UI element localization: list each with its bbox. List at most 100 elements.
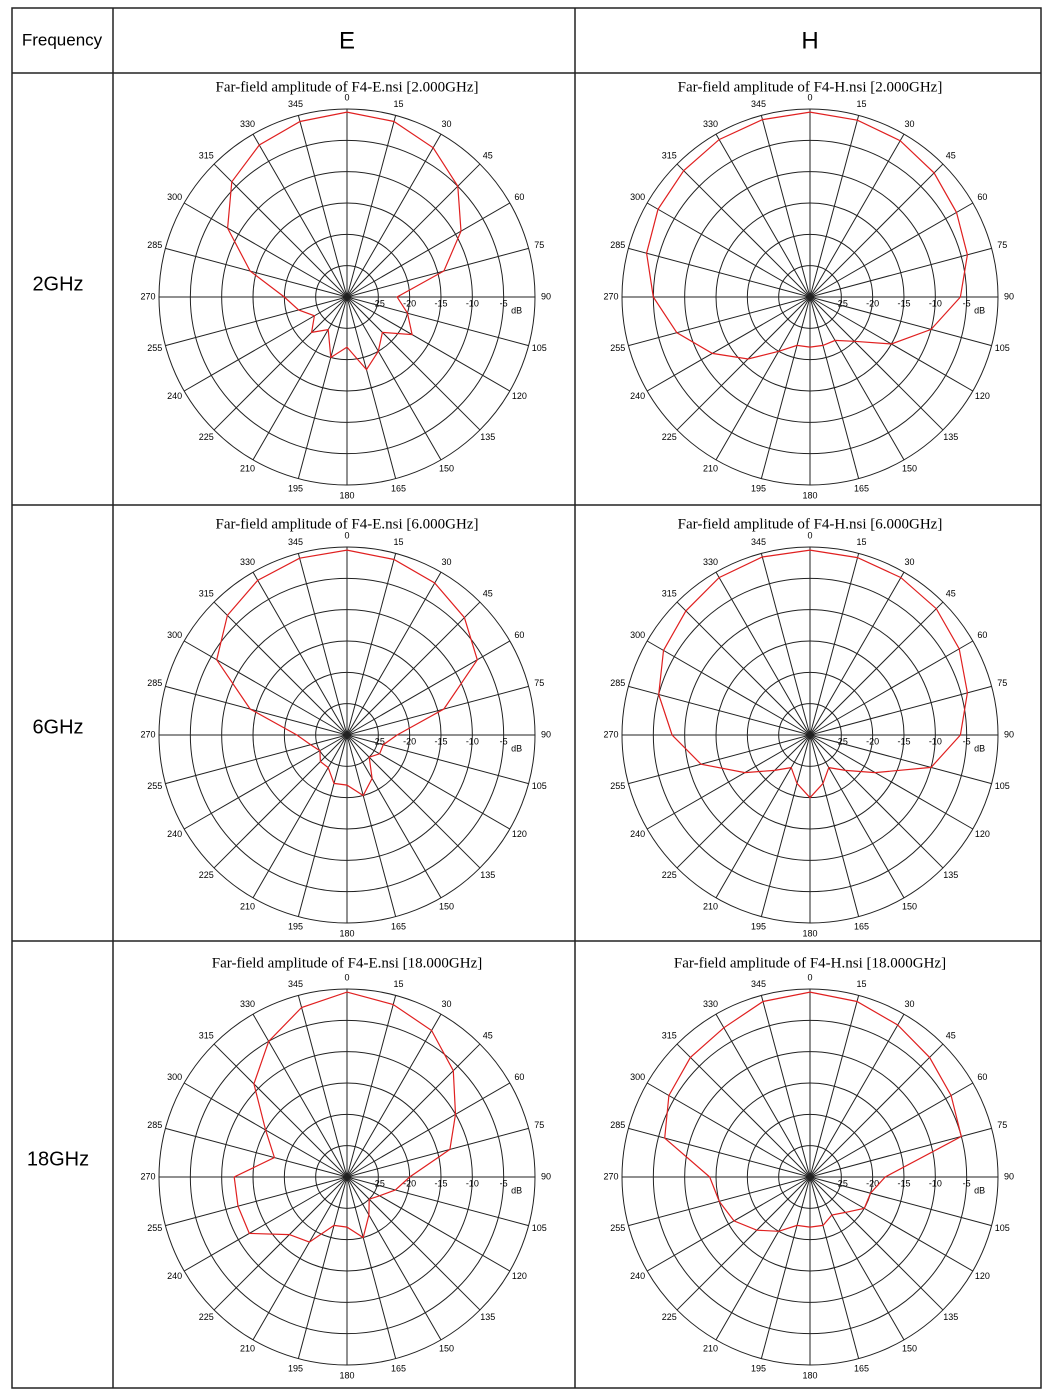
radial-tick-label: -15	[434, 1178, 447, 1188]
angle-tick-label: 135	[943, 432, 958, 442]
radial-unit: dB	[511, 743, 522, 753]
angular-grid-line	[346, 1082, 511, 1178]
angle-tick-label: 150	[439, 464, 454, 474]
angular-grid-line	[809, 1176, 992, 1227]
angle-tick-label: 30	[441, 557, 451, 567]
angular-grid-line	[346, 296, 529, 347]
angle-tick-label: 270	[140, 729, 155, 739]
angle-tick-label: 120	[975, 829, 990, 839]
polar-chart: Far-field amplitude of F4-E.nsi [2.000GH…	[140, 79, 551, 500]
angle-tick-label: 180	[339, 928, 354, 938]
radial-tick-label: -5	[963, 1178, 971, 1188]
angle-tick-label: 345	[751, 979, 766, 989]
angular-grid-line	[715, 1176, 811, 1341]
angle-tick-label: 105	[995, 1223, 1010, 1233]
angular-grid-line	[809, 734, 974, 830]
angular-grid-line	[715, 734, 811, 899]
angular-grid-line	[165, 296, 348, 347]
angular-grid-line	[676, 734, 811, 869]
angle-tick-label: 195	[751, 484, 766, 494]
angle-tick-label: 45	[483, 589, 493, 599]
angular-grid-line	[809, 1176, 860, 1359]
angle-tick-label: 210	[703, 1344, 718, 1354]
angle-tick-label: 300	[630, 192, 645, 202]
angular-grid-line	[676, 1176, 811, 1311]
angle-tick-label: 75	[997, 240, 1007, 250]
radial-tick-label: -10	[929, 736, 942, 746]
angular-grid-line	[760, 296, 811, 479]
angle-tick-label: 0	[344, 530, 349, 540]
radial-tick-label: -25	[835, 736, 848, 746]
angular-grid-line	[809, 202, 974, 298]
angle-tick-label: 150	[902, 464, 917, 474]
angle-tick-label: 255	[147, 781, 162, 791]
angular-grid-line	[346, 734, 511, 830]
angle-tick-label: 285	[147, 678, 162, 688]
angular-grid-line	[346, 133, 442, 298]
angular-grid-line	[346, 601, 481, 736]
angular-grid-line	[213, 296, 348, 431]
angle-tick-label: 150	[439, 1344, 454, 1354]
angular-grid-line	[646, 202, 811, 298]
angle-tick-label: 225	[199, 432, 214, 442]
angular-grid-line	[346, 1013, 442, 1178]
angular-grid-line	[760, 115, 811, 298]
angular-grid-line	[252, 1176, 348, 1341]
angle-tick-label: 285	[147, 240, 162, 250]
angle-tick-label: 90	[541, 729, 551, 739]
radial-tick-label: -15	[897, 298, 910, 308]
angle-tick-label: 195	[751, 1364, 766, 1374]
radial-tick-label: -20	[866, 736, 879, 746]
radial-tick-label: -20	[866, 298, 879, 308]
pattern-curve	[226, 111, 462, 371]
angular-grid-line	[809, 133, 905, 298]
angle-tick-label: 135	[480, 1312, 495, 1322]
angular-grid-line	[676, 1043, 811, 1178]
radial-unit: dB	[974, 1185, 985, 1195]
pattern-curve	[658, 549, 969, 799]
angular-grid-line	[809, 1013, 905, 1178]
radial-tick-label: -15	[434, 298, 447, 308]
angle-tick-label: 0	[807, 530, 812, 540]
angle-tick-label: 330	[240, 999, 255, 1009]
angle-tick-label: 345	[288, 537, 303, 547]
angle-tick-label: 15	[856, 537, 866, 547]
angle-tick-label: 45	[483, 151, 493, 161]
radial-tick-label: -25	[372, 736, 385, 746]
angular-grid-line	[252, 734, 348, 899]
angle-tick-label: 270	[603, 1171, 618, 1181]
angular-grid-line	[676, 296, 811, 431]
radial-tick-label: -20	[403, 1178, 416, 1188]
angular-grid-line	[346, 1176, 529, 1227]
angular-grid-line	[252, 571, 348, 736]
angle-tick-label: 270	[603, 729, 618, 739]
angle-tick-label: 165	[854, 484, 869, 494]
angular-grid-line	[760, 1176, 811, 1359]
angular-grid-line	[297, 1176, 348, 1359]
angle-tick-label: 300	[167, 630, 182, 640]
row-label: 2GHz	[32, 273, 83, 295]
radial-tick-label: -20	[403, 736, 416, 746]
angular-grid-line	[346, 734, 397, 917]
pattern-curve	[645, 111, 969, 360]
angular-grid-line	[809, 571, 905, 736]
radial-tick-label: -5	[500, 298, 508, 308]
angular-grid-line	[646, 1082, 811, 1178]
angular-grid-line	[297, 734, 348, 917]
polar-chart: Far-field amplitude of F4-H.nsi [2.000GH…	[603, 79, 1014, 500]
pattern-curve	[233, 991, 457, 1243]
angle-tick-label: 45	[483, 1031, 493, 1041]
angular-grid-line	[809, 995, 860, 1178]
angular-grid-line	[676, 163, 811, 298]
angle-tick-label: 165	[391, 484, 406, 494]
angular-grid-line	[165, 1176, 348, 1227]
angular-grid-line	[760, 734, 811, 917]
angle-tick-label: 60	[514, 630, 524, 640]
radial-tick-label: -5	[500, 1178, 508, 1188]
angle-tick-label: 90	[541, 1171, 551, 1181]
angle-tick-label: 330	[703, 119, 718, 129]
angle-tick-label: 330	[703, 557, 718, 567]
angular-grid-line	[809, 1043, 944, 1178]
angular-grid-line	[646, 640, 811, 736]
angular-grid-line	[346, 995, 397, 1178]
